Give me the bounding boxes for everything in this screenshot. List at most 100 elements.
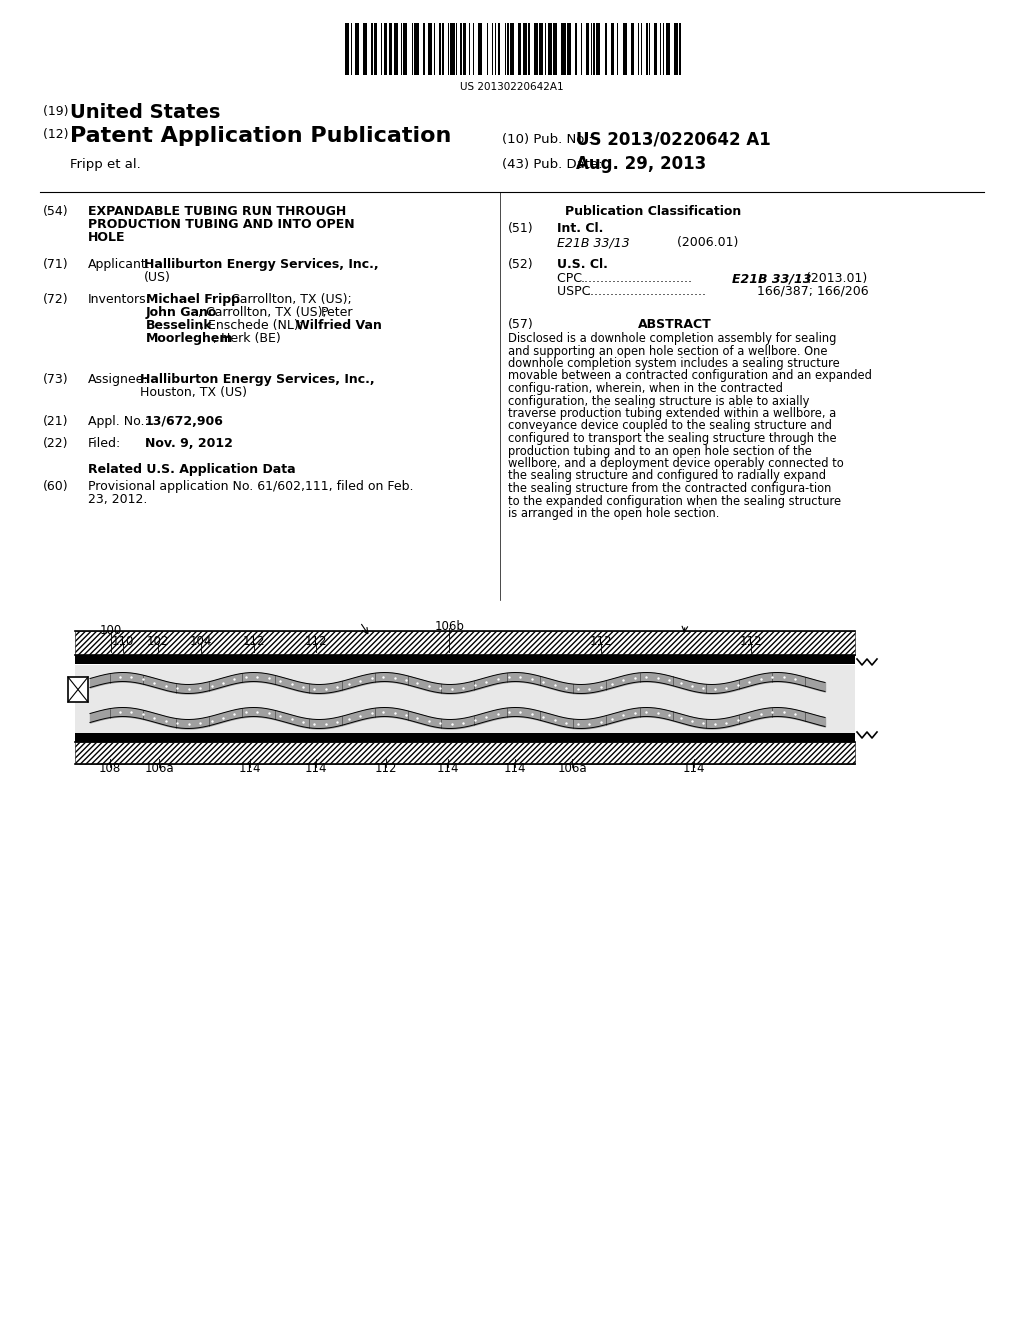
Bar (663, 22, 665, 75)
Text: (60): (60) (43, 480, 69, 492)
Text: and supporting an open hole section of a wellbore. One: and supporting an open hole section of a… (508, 345, 827, 358)
Bar (469, 22, 470, 75)
Bar (638, 22, 639, 75)
Text: configured to transport the sealing structure through the: configured to transport the sealing stru… (508, 432, 837, 445)
Bar (374, 22, 377, 75)
Text: (2013.01): (2013.01) (802, 272, 867, 285)
Text: configuration, the sealing structure is able to axially: configuration, the sealing structure is … (508, 395, 809, 408)
Text: (72): (72) (43, 293, 69, 306)
Text: (19): (19) (43, 106, 73, 117)
Bar (561, 22, 565, 75)
Text: CPC: CPC (557, 272, 586, 285)
Text: (57): (57) (508, 318, 534, 331)
Text: Aug. 29, 2013: Aug. 29, 2013 (575, 154, 707, 173)
Text: 108: 108 (99, 762, 121, 775)
Bar (473, 22, 474, 75)
Bar (372, 22, 373, 75)
Bar (75, 733, 855, 742)
Text: HOLE: HOLE (88, 231, 126, 244)
Bar (510, 22, 514, 75)
Text: Provisional application No. 61/602,111, filed on Feb.: Provisional application No. 61/602,111, … (88, 480, 414, 492)
Bar (439, 22, 440, 75)
Text: (12): (12) (43, 128, 73, 141)
Bar (495, 22, 497, 75)
Bar (646, 22, 647, 75)
Text: U.S. Cl.: U.S. Cl. (557, 257, 608, 271)
Bar (649, 22, 650, 75)
Bar (666, 22, 670, 75)
Bar (412, 22, 413, 75)
Text: E21B 33/13: E21B 33/13 (557, 236, 630, 249)
Bar (451, 22, 455, 75)
Text: John Gano: John Gano (146, 306, 217, 319)
Bar (528, 22, 529, 75)
Text: Appl. No.:: Appl. No.: (88, 414, 148, 428)
Bar (654, 22, 657, 75)
Text: 102: 102 (147, 635, 169, 648)
Text: Halliburton Energy Services, Inc.,: Halliburton Energy Services, Inc., (140, 374, 375, 385)
Bar (505, 22, 506, 75)
Text: EXPANDABLE TUBING RUN THROUGH: EXPANDABLE TUBING RUN THROUGH (88, 205, 346, 218)
Text: Fripp et al.: Fripp et al. (70, 158, 140, 172)
Text: to the expanded configuration when the sealing structure: to the expanded configuration when the s… (508, 495, 841, 507)
Bar (442, 22, 443, 75)
Text: 112: 112 (590, 635, 612, 648)
Text: Houston, TX (US): Houston, TX (US) (140, 385, 247, 399)
Bar (594, 22, 595, 75)
Text: 106a: 106a (558, 762, 588, 775)
Bar (75, 655, 855, 664)
Text: Int. Cl.: Int. Cl. (557, 222, 603, 235)
Text: , Herk (BE): , Herk (BE) (213, 333, 281, 345)
Bar (611, 22, 614, 75)
Text: Moorleghem: Moorleghem (146, 333, 233, 345)
Text: PRODUCTION TUBING AND INTO OPEN: PRODUCTION TUBING AND INTO OPEN (88, 218, 354, 231)
Text: Michael Fripp: Michael Fripp (146, 293, 240, 306)
Bar (540, 22, 544, 75)
Text: ............................: ............................ (581, 272, 693, 285)
Text: (43) Pub. Date:: (43) Pub. Date: (502, 158, 603, 172)
Text: ABSTRACT: ABSTRACT (638, 318, 712, 331)
Bar (389, 22, 392, 75)
Text: Filed:: Filed: (88, 437, 121, 450)
Bar (364, 22, 368, 75)
Text: 106a: 106a (145, 762, 175, 775)
Text: 110: 110 (112, 635, 134, 648)
Bar (447, 22, 450, 75)
Text: Inventors:: Inventors: (88, 293, 151, 306)
Bar (507, 22, 509, 75)
Text: production tubing and to an open hole section of the: production tubing and to an open hole se… (508, 445, 812, 458)
Text: Assignee:: Assignee: (88, 374, 148, 385)
Bar (604, 22, 607, 75)
Text: 166/387; 166/206: 166/387; 166/206 (757, 285, 868, 298)
Bar (415, 22, 419, 75)
Text: (2006.01): (2006.01) (637, 236, 738, 249)
Text: 13/672,906: 13/672,906 (145, 414, 224, 428)
Bar (548, 22, 552, 75)
Text: Wilfried Van: Wilfried Van (296, 319, 382, 333)
Bar (617, 22, 618, 75)
Bar (522, 22, 526, 75)
Text: 104: 104 (190, 635, 212, 648)
Text: 100: 100 (100, 624, 122, 638)
Text: , Carrollton, TX (US);: , Carrollton, TX (US); (198, 306, 331, 319)
Bar (567, 22, 571, 75)
Bar (381, 22, 383, 75)
Text: 23, 2012.: 23, 2012. (88, 492, 147, 506)
Text: is arranged in the open hole section.: is arranged in the open hole section. (508, 507, 720, 520)
Text: Applicant:: Applicant: (88, 257, 151, 271)
Bar (345, 22, 349, 75)
Bar (393, 22, 397, 75)
Bar (587, 22, 589, 75)
Text: (22): (22) (43, 437, 69, 450)
Text: (73): (73) (43, 374, 69, 385)
Text: configu-ration, wherein, when in the contracted: configu-ration, wherein, when in the con… (508, 381, 783, 395)
Bar (460, 22, 462, 75)
Text: 114: 114 (504, 762, 526, 775)
Bar (591, 22, 592, 75)
Bar (534, 22, 538, 75)
Text: (10) Pub. No.:: (10) Pub. No.: (502, 133, 593, 147)
Bar (631, 22, 634, 75)
Text: (54): (54) (43, 205, 69, 218)
Bar (75, 665, 855, 733)
Bar (623, 22, 627, 75)
